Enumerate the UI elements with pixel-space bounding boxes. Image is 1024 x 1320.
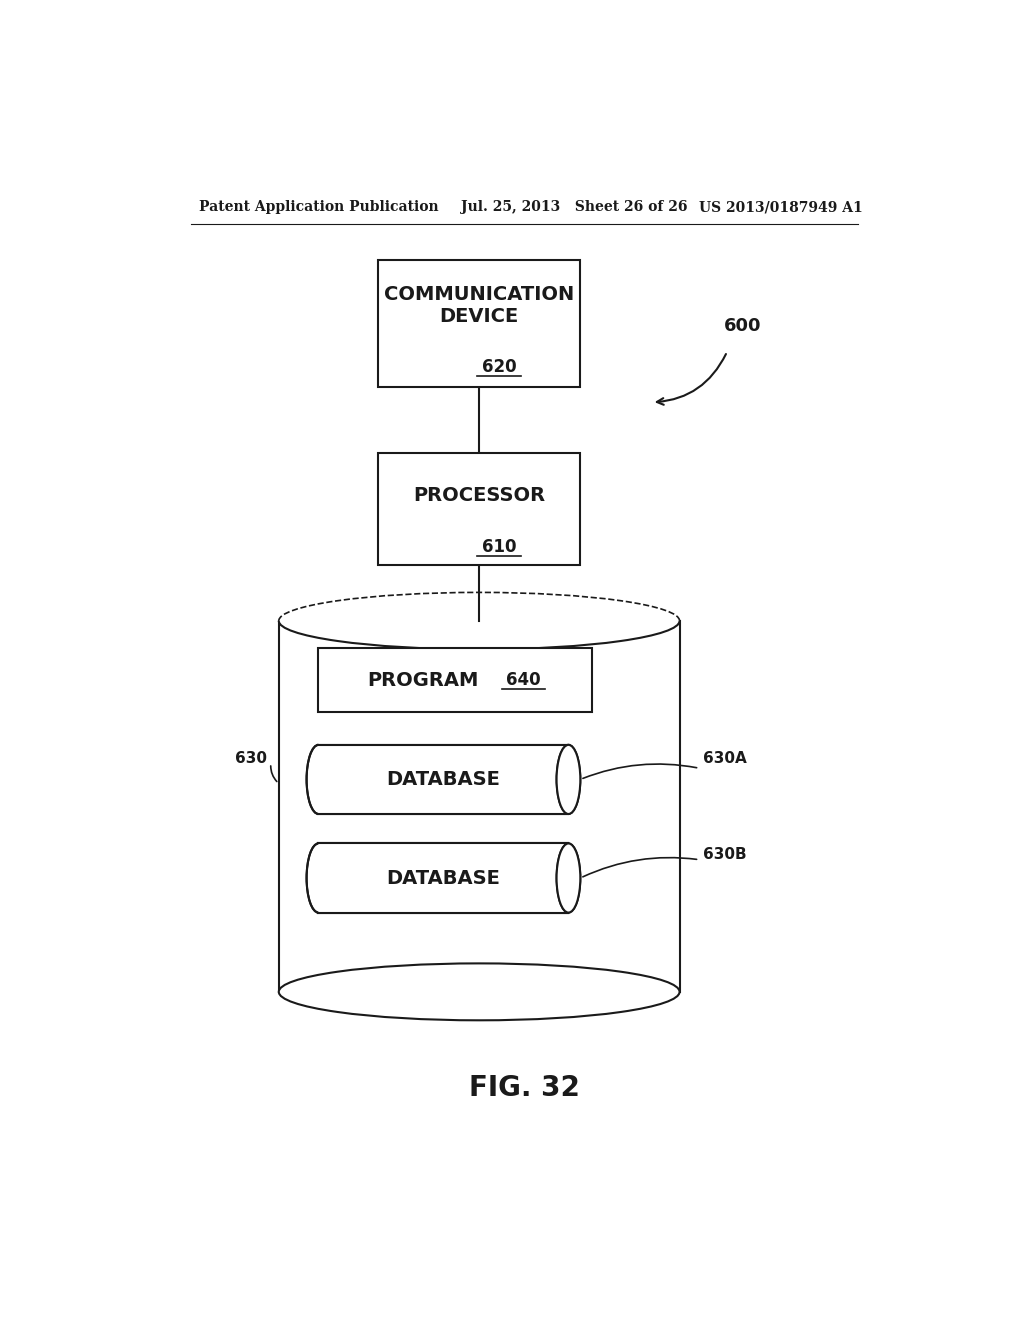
Text: DATABASE: DATABASE [386,869,501,887]
Text: 630: 630 [234,751,267,766]
Ellipse shape [557,744,581,814]
Bar [318,843,568,912]
Text: 600: 600 [724,317,762,335]
Bar [378,260,581,387]
Ellipse shape [557,744,581,814]
Text: US 2013/0187949 A1: US 2013/0187949 A1 [699,201,863,214]
Text: 630B: 630B [703,847,746,862]
Text: Patent Application Publication: Patent Application Publication [200,201,439,214]
Text: COMMUNICATION
DEVICE: COMMUNICATION DEVICE [384,285,574,326]
Ellipse shape [557,843,581,912]
Text: 620: 620 [481,358,516,376]
Text: Jul. 25, 2013   Sheet 26 of 26: Jul. 25, 2013 Sheet 26 of 26 [461,201,688,214]
Text: DATABASE: DATABASE [386,770,501,789]
Bar [318,744,568,814]
Bar [318,843,568,912]
Bar [318,648,592,713]
Text: FIG. 32: FIG. 32 [469,1074,581,1102]
Text: PROGRAM: PROGRAM [367,671,478,690]
Ellipse shape [557,843,581,912]
Bar [318,744,568,814]
Text: 640: 640 [507,672,541,689]
Ellipse shape [557,744,581,814]
Text: PROCESSOR: PROCESSOR [413,486,545,506]
Ellipse shape [279,964,680,1020]
Text: 630A: 630A [703,751,748,766]
Ellipse shape [279,593,680,649]
Ellipse shape [306,744,331,814]
Ellipse shape [557,843,581,912]
Bar [378,453,581,565]
Ellipse shape [306,843,331,912]
Text: 610: 610 [481,537,516,556]
